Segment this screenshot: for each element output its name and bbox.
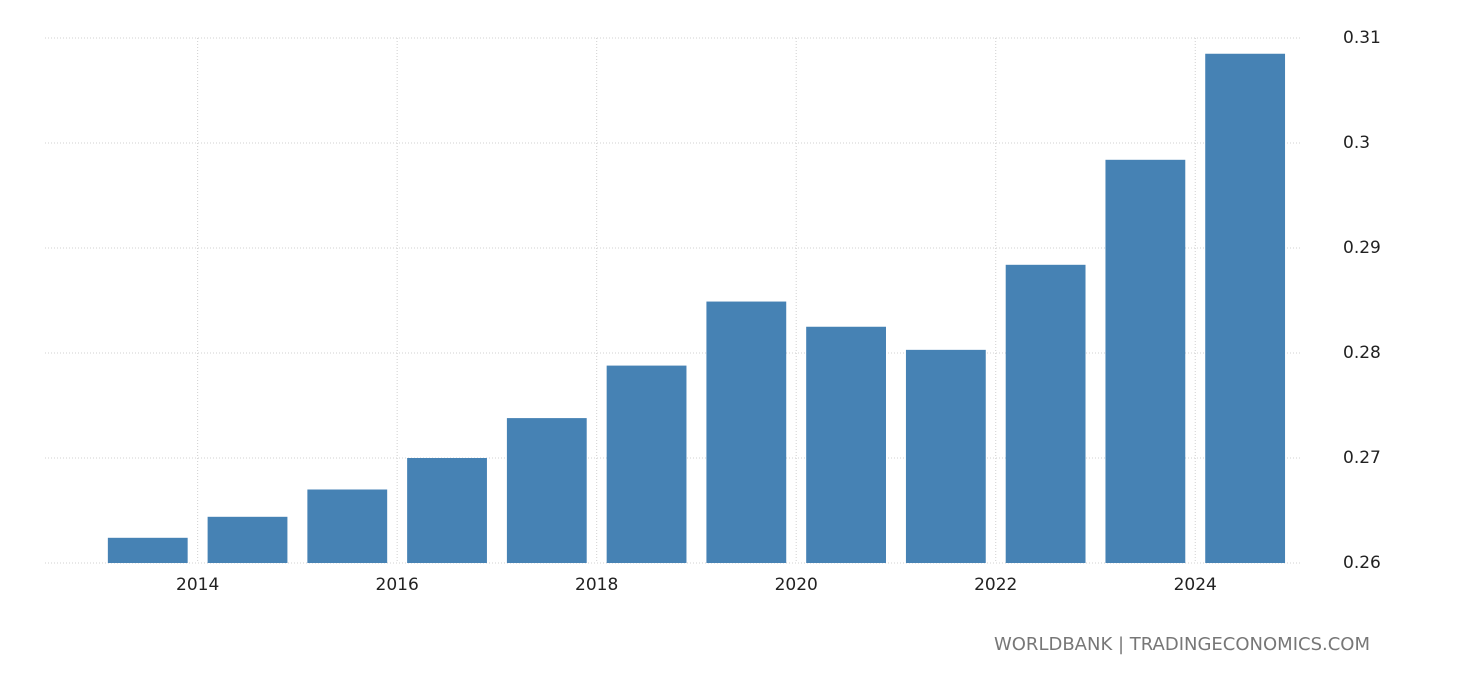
bar — [307, 489, 388, 563]
x-tick-label: 2020 — [775, 575, 818, 595]
bar — [806, 326, 886, 563]
bar — [506, 418, 587, 563]
bar — [905, 349, 986, 563]
x-tick-label: 2014 — [176, 575, 219, 595]
x-tick-label: 2018 — [575, 575, 618, 595]
source: WORLDBANK | TRADINGECONOMICS.COM — [994, 634, 1370, 655]
y-tick-label: 0.31 — [1343, 28, 1381, 48]
bar — [706, 301, 787, 563]
bar — [606, 365, 687, 563]
y-tick-label: 0.29 — [1343, 238, 1381, 258]
bar — [207, 516, 288, 563]
y-tick-label: 0.28 — [1343, 343, 1381, 363]
bar — [107, 537, 188, 563]
y-tick-label: 0.26 — [1343, 553, 1381, 573]
bar — [1105, 159, 1186, 564]
y-tick-label: 0.27 — [1343, 448, 1381, 468]
bar — [407, 458, 487, 563]
y-tick-label: 0.3 — [1343, 133, 1370, 153]
bar — [1205, 53, 1286, 563]
x-tick-label: 2016 — [376, 575, 419, 595]
bar — [1005, 264, 1086, 563]
x-tick-label: 2024 — [1174, 575, 1217, 595]
x-tick-label: 2022 — [974, 575, 1017, 595]
